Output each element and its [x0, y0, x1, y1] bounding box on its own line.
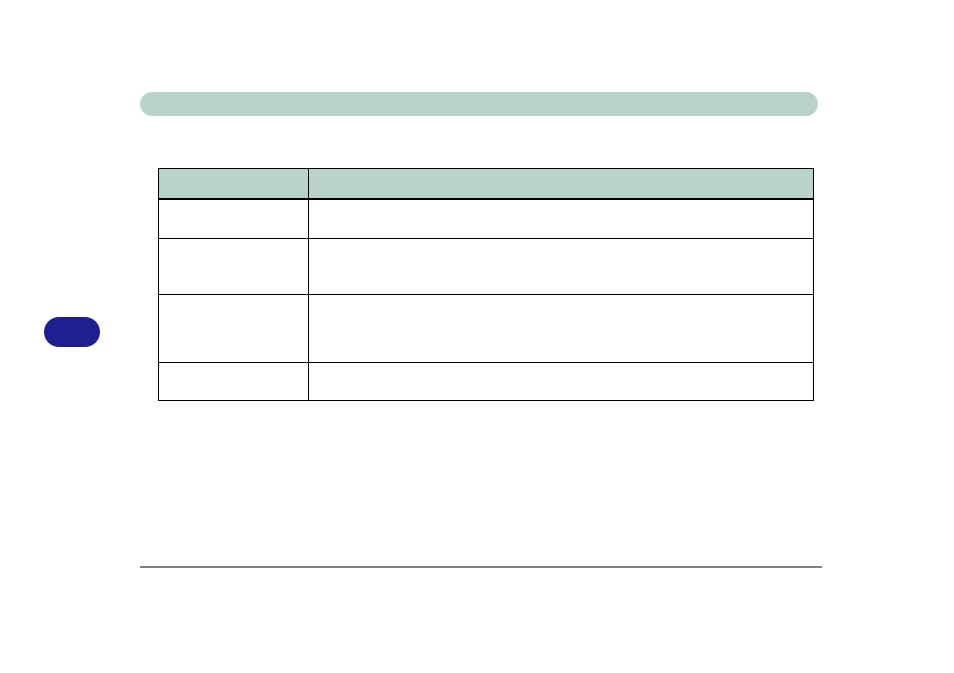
table-cell [308, 239, 813, 295]
table-row [159, 239, 814, 295]
footer-rule [140, 566, 822, 568]
table-cell [159, 239, 309, 295]
table-row [159, 363, 814, 401]
data-table [158, 168, 814, 401]
table-cell [159, 363, 309, 401]
table-cell [308, 295, 813, 363]
table-row [159, 199, 814, 239]
side-marker [44, 317, 100, 347]
table-header-cell [159, 169, 309, 199]
table-header-row [159, 169, 814, 199]
header-banner [140, 92, 818, 116]
table-header-cell [308, 169, 813, 199]
table-cell [308, 363, 813, 401]
table-cell [159, 295, 309, 363]
table-row [159, 295, 814, 363]
table-cell [308, 199, 813, 239]
table-cell [159, 199, 309, 239]
